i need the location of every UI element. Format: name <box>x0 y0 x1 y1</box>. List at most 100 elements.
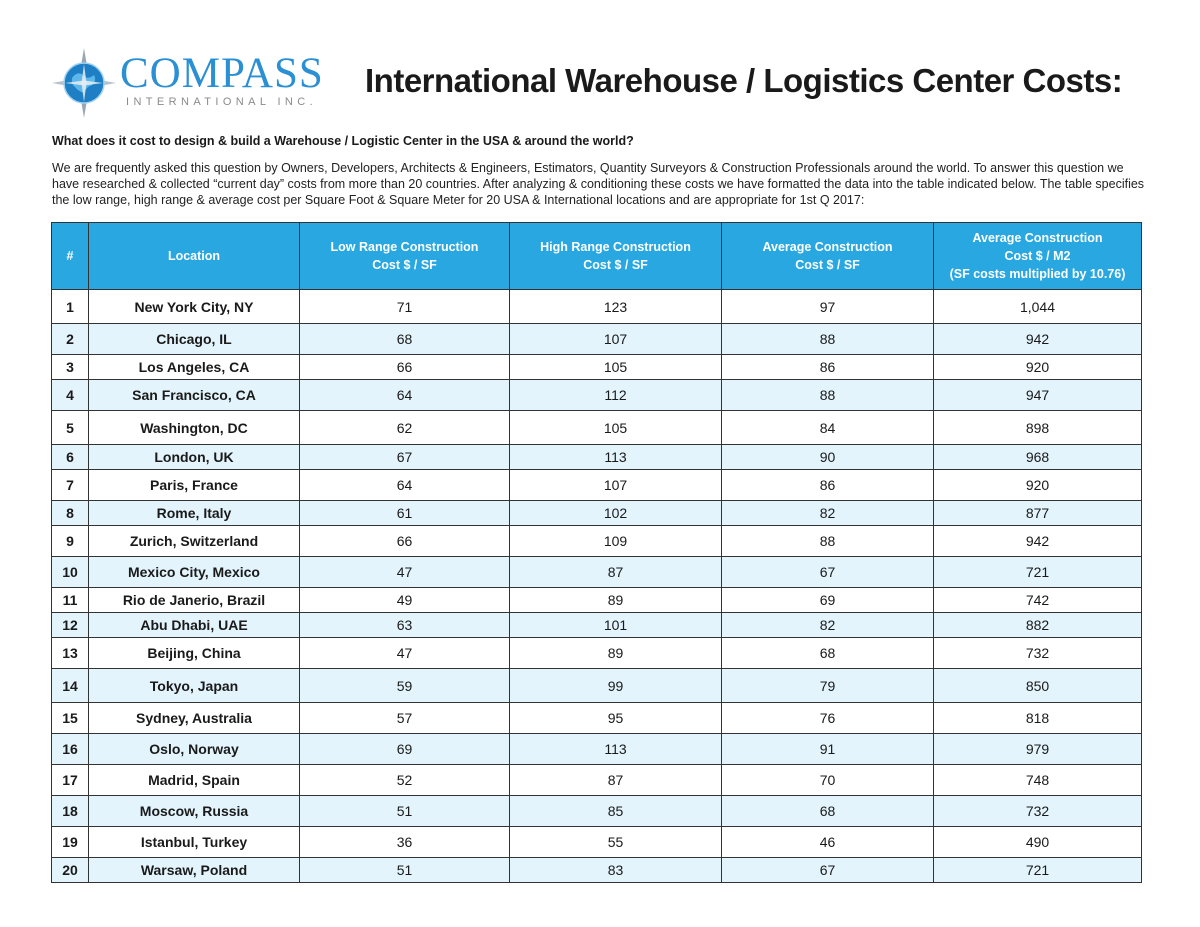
cell-low: 68 <box>299 323 510 355</box>
cell-avg-m2: 920 <box>933 469 1142 501</box>
table-row: 17 Madrid, Spain 52 87 70 748 <box>51 764 1142 796</box>
header-number-label: # <box>66 249 74 263</box>
cell-avg-m2: 721 <box>933 857 1142 883</box>
cell-low: 64 <box>299 469 510 501</box>
cell-high: 123 <box>509 289 722 324</box>
header-average-sf: Average Construction Cost $ / SF <box>721 222 934 290</box>
cell-high: 102 <box>509 500 722 526</box>
cell-num: 4 <box>51 379 89 411</box>
cell-high: 55 <box>509 826 722 858</box>
cell-low: 61 <box>299 500 510 526</box>
cell-avg-sf: 69 <box>721 587 934 613</box>
cell-avg-sf: 79 <box>721 668 934 703</box>
cell-num: 18 <box>51 795 89 827</box>
cell-low: 51 <box>299 857 510 883</box>
cell-avg-m2: 732 <box>933 637 1142 669</box>
cell-avg-m2: 898 <box>933 410 1142 445</box>
cell-high: 107 <box>509 469 722 501</box>
cell-location: Rio de Janerio, Brazil <box>88 587 300 613</box>
cell-low: 67 <box>299 444 510 470</box>
table-row: 19 Istanbul, Turkey 36 55 46 490 <box>51 826 1142 858</box>
cell-avg-sf: 67 <box>721 857 934 883</box>
header-avg-sf-line1: Average Construction <box>762 240 893 254</box>
cell-high: 105 <box>509 410 722 445</box>
cell-location: Tokyo, Japan <box>88 668 300 703</box>
cell-avg-sf: 70 <box>721 764 934 796</box>
cell-num: 6 <box>51 444 89 470</box>
cell-avg-sf: 46 <box>721 826 934 858</box>
cell-num: 5 <box>51 410 89 445</box>
header-low-range: Low Range Construction Cost $ / SF <box>299 222 510 290</box>
cell-high: 101 <box>509 612 722 638</box>
cell-low: 51 <box>299 795 510 827</box>
cell-location: Mexico City, Mexico <box>88 556 300 588</box>
cell-location: Beijing, China <box>88 637 300 669</box>
table-row: 15 Sydney, Australia 57 95 76 818 <box>51 702 1142 734</box>
cell-high: 99 <box>509 668 722 703</box>
header-high-line1: High Range Construction <box>540 240 691 254</box>
table-row: 2 Chicago, IL 68 107 88 942 <box>51 323 1142 355</box>
cell-avg-m2: 732 <box>933 795 1142 827</box>
cell-num: 14 <box>51 668 89 703</box>
table-row: 10 Mexico City, Mexico 47 87 67 721 <box>51 556 1142 588</box>
table-row: 1 New York City, NY 71 123 97 1,044 <box>51 289 1142 324</box>
cell-location: Istanbul, Turkey <box>88 826 300 858</box>
cell-low: 66 <box>299 354 510 380</box>
cell-high: 113 <box>509 733 722 765</box>
table-row: 13 Beijing, China 47 89 68 732 <box>51 637 1142 669</box>
cell-num: 20 <box>51 857 89 883</box>
cell-location: Paris, France <box>88 469 300 501</box>
cell-avg-sf: 68 <box>721 795 934 827</box>
cell-avg-sf: 86 <box>721 469 934 501</box>
cell-num: 9 <box>51 525 89 557</box>
cell-location: Madrid, Spain <box>88 764 300 796</box>
cell-location: Chicago, IL <box>88 323 300 355</box>
cell-avg-m2: 490 <box>933 826 1142 858</box>
cell-num: 19 <box>51 826 89 858</box>
cell-high: 83 <box>509 857 722 883</box>
cell-avg-sf: 67 <box>721 556 934 588</box>
cell-avg-sf: 91 <box>721 733 934 765</box>
cell-low: 71 <box>299 289 510 324</box>
header-avg-m2-line2: Cost $ / M2 <box>1004 249 1071 263</box>
cell-location: Rome, Italy <box>88 500 300 526</box>
table-header-row: # Location Low Range Construction Cost $… <box>51 222 1142 290</box>
logo-name: COMPASS <box>120 50 324 97</box>
cell-avg-m2: 877 <box>933 500 1142 526</box>
cell-low: 59 <box>299 668 510 703</box>
table-row: 5 Washington, DC 62 105 84 898 <box>51 410 1142 445</box>
table-row: 9 Zurich, Switzerland 66 109 88 942 <box>51 525 1142 557</box>
cell-avg-sf: 88 <box>721 525 934 557</box>
cell-high: 105 <box>509 354 722 380</box>
cell-low: 49 <box>299 587 510 613</box>
cell-location: London, UK <box>88 444 300 470</box>
cell-high: 107 <box>509 323 722 355</box>
table-row: 18 Moscow, Russia 51 85 68 732 <box>51 795 1142 827</box>
cell-avg-sf: 88 <box>721 379 934 411</box>
cell-num: 11 <box>51 587 89 613</box>
cell-high: 112 <box>509 379 722 411</box>
cell-avg-sf: 86 <box>721 354 934 380</box>
cell-num: 10 <box>51 556 89 588</box>
cell-location: Moscow, Russia <box>88 795 300 827</box>
cell-avg-m2: 882 <box>933 612 1142 638</box>
cell-low: 57 <box>299 702 510 734</box>
table-row: 20 Warsaw, Poland 51 83 67 721 <box>51 857 1142 883</box>
cell-num: 13 <box>51 637 89 669</box>
cell-low: 47 <box>299 637 510 669</box>
table-row: 12 Abu Dhabi, UAE 63 101 82 882 <box>51 612 1142 638</box>
cell-avg-m2: 748 <box>933 764 1142 796</box>
cell-high: 109 <box>509 525 722 557</box>
cell-low: 62 <box>299 410 510 445</box>
table-row: 14 Tokyo, Japan 59 99 79 850 <box>51 668 1142 703</box>
cell-avg-sf: 90 <box>721 444 934 470</box>
table-row: 6 London, UK 67 113 90 968 <box>51 444 1142 470</box>
header-avg-m2-line3: (SF costs multiplied by 10.76) <box>949 267 1126 281</box>
cell-low: 66 <box>299 525 510 557</box>
cell-avg-sf: 76 <box>721 702 934 734</box>
cell-high: 113 <box>509 444 722 470</box>
header-avg-sf-line2: Cost $ / SF <box>795 258 860 272</box>
cell-avg-m2: 1,044 <box>933 289 1142 324</box>
cell-high: 95 <box>509 702 722 734</box>
cell-avg-m2: 942 <box>933 525 1142 557</box>
